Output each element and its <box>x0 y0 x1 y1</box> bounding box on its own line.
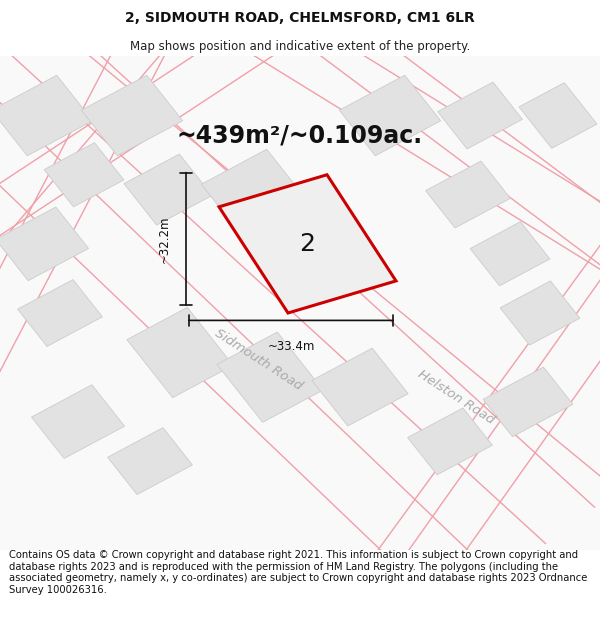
Polygon shape <box>437 82 523 149</box>
Polygon shape <box>219 175 396 313</box>
Polygon shape <box>483 367 573 437</box>
Text: Sidmouth Road: Sidmouth Road <box>212 327 304 393</box>
Polygon shape <box>500 281 580 345</box>
Polygon shape <box>202 149 302 230</box>
Text: Contains OS data © Crown copyright and database right 2021. This information is : Contains OS data © Crown copyright and d… <box>9 550 587 595</box>
Polygon shape <box>107 428 193 494</box>
Polygon shape <box>519 82 597 148</box>
Text: 2, SIDMOUTH ROAD, CHELMSFORD, CM1 6LR: 2, SIDMOUTH ROAD, CHELMSFORD, CM1 6LR <box>125 11 475 26</box>
Polygon shape <box>127 308 233 398</box>
Polygon shape <box>17 279 103 346</box>
Polygon shape <box>82 75 182 156</box>
Text: ~439m²/~0.109ac.: ~439m²/~0.109ac. <box>177 123 423 148</box>
Polygon shape <box>217 332 323 422</box>
Polygon shape <box>425 161 511 228</box>
Polygon shape <box>0 207 89 281</box>
Polygon shape <box>44 142 124 207</box>
Polygon shape <box>31 385 125 459</box>
Polygon shape <box>407 408 493 475</box>
Text: Map shows position and indicative extent of the property.: Map shows position and indicative extent… <box>130 40 470 53</box>
Polygon shape <box>124 154 212 225</box>
Polygon shape <box>0 75 92 156</box>
Polygon shape <box>312 348 408 426</box>
Text: 2: 2 <box>299 232 316 256</box>
Polygon shape <box>470 222 550 286</box>
Text: ~32.2m: ~32.2m <box>158 215 171 262</box>
Text: ~33.4m: ~33.4m <box>268 340 314 353</box>
Polygon shape <box>340 75 440 156</box>
Text: Helston Road: Helston Road <box>415 368 497 426</box>
